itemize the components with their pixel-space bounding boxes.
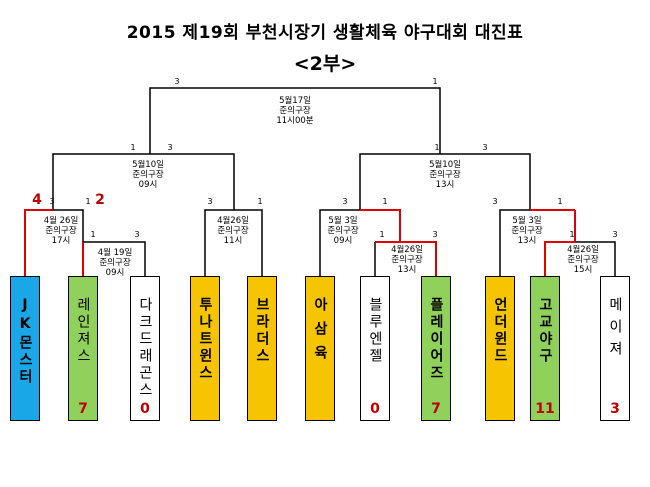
r1-score-left: 1: [90, 230, 96, 239]
semi-left-score-left: 1: [130, 143, 136, 152]
final-match-info: 5월17일 준의구장 11시00분: [276, 96, 314, 126]
team-box-underwind: 언더윈드: [485, 276, 515, 421]
team-final-score: 0: [370, 401, 380, 417]
q1-score-left-small: 3: [49, 197, 55, 206]
final-bracket-line: [149, 87, 441, 154]
team-name: 플레이어즈: [428, 297, 444, 382]
semi-left-bracket-line: [52, 153, 235, 210]
q4-score-left: 3: [492, 197, 498, 206]
r1-bracket-line: [83, 241, 146, 276]
q2-score-right: 1: [257, 197, 263, 206]
team-box-brothers: 브라더스: [247, 276, 277, 421]
q1-bracket-line: [53, 209, 84, 242]
team-final-score: 7: [431, 401, 441, 417]
semi-left-match-info: 5월10일 준의구장 09시: [132, 160, 164, 190]
semi-left-score-right: 3: [167, 143, 173, 152]
q4-match-info: 5월 3일 준의구장 13시: [511, 216, 543, 246]
r2-winner-line: [375, 241, 437, 276]
r3-score-right: 3: [612, 230, 618, 239]
semi-right-score-left: 1: [434, 143, 440, 152]
team-box-high-school-baseball: 고교야구 11: [530, 276, 560, 421]
semi-right-bracket-line: [359, 153, 531, 210]
team-box-dark-dragons: 다크드래곤스 0: [130, 276, 160, 421]
q2-bracket-line: [204, 209, 263, 276]
q1-score-right: 2: [95, 192, 105, 208]
team-name: 메이져: [607, 297, 623, 363]
q4r3-winner-line: [544, 210, 576, 276]
team-final-score: 0: [140, 401, 150, 417]
team-name: 아삼육: [312, 297, 328, 369]
team-name: 브라더스: [254, 297, 270, 365]
q1-winner-line: [24, 209, 53, 276]
team-box-tuna-twins: 투나트윈스: [190, 276, 220, 421]
team-box-majors: 메이져 3: [600, 276, 630, 421]
q3-score-left: 3: [342, 197, 348, 206]
team-final-score: 7: [78, 401, 88, 417]
semi-right-match-info: 5월10일 준의구장 13시: [429, 160, 461, 190]
team-box-players: 플레이어즈 7: [421, 276, 451, 421]
team-name: 투나트윈스: [197, 297, 213, 382]
page-title: 2015 제19회 부천시장기 생활체육 야구대회 대진표: [126, 23, 524, 43]
q1-match-info: 4월 26일 준의구장 17시: [43, 216, 79, 246]
r2-score-right: 3: [432, 230, 438, 239]
q3-bracket-line-left: [319, 209, 360, 276]
q1-score-left: 4: [32, 192, 42, 208]
division-subtitle: <2부>: [293, 53, 357, 75]
q1-score-right-small: 1: [85, 197, 91, 206]
team-name: 다크드래곤스: [137, 297, 153, 399]
team-name: 블루엔젤: [367, 297, 383, 365]
q4-score-right: 1: [557, 197, 563, 206]
team-final-score: 3: [610, 401, 620, 417]
r3-bracket-line: [575, 241, 616, 276]
q3-winner-line: [360, 209, 401, 242]
team-final-score: 11: [535, 401, 555, 417]
r3-match-info: 4월26일 준의구장 15시: [567, 245, 599, 275]
r1-score-right: 3: [134, 230, 140, 239]
r1-match-info: 4월 19일 준의구장 09시: [97, 248, 133, 278]
team-name: JK몬스터: [17, 297, 33, 386]
final-score-right: 1: [432, 77, 438, 86]
r2-score-left: 1: [379, 230, 385, 239]
final-score-left: 3: [174, 77, 180, 86]
r3-score-left: 1: [569, 230, 575, 239]
team-name: 고교야구: [537, 297, 553, 365]
team-box-asamyuk: 아삼육: [305, 276, 335, 421]
q3-score-right: 1: [382, 197, 388, 206]
team-name: 언더윈드: [492, 297, 508, 365]
team-name: 레인져스: [75, 297, 91, 365]
team-box-jk-monster: JK몬스터: [10, 276, 40, 421]
team-box-blue-angel: 블루엔젤 0: [360, 276, 390, 421]
q3-match-info: 5월 3일 준의구장 09시: [327, 216, 359, 246]
q4-bracket-line: [499, 209, 530, 276]
semi-right-score-right: 3: [482, 143, 488, 152]
r2-match-info: 4월26일 준의구장 13시: [391, 245, 423, 275]
q2-score-left: 3: [207, 197, 213, 206]
q2-match-info: 4월26일 준의구장 11시: [217, 216, 249, 246]
team-box-rangers: 레인져스 7: [68, 276, 98, 421]
